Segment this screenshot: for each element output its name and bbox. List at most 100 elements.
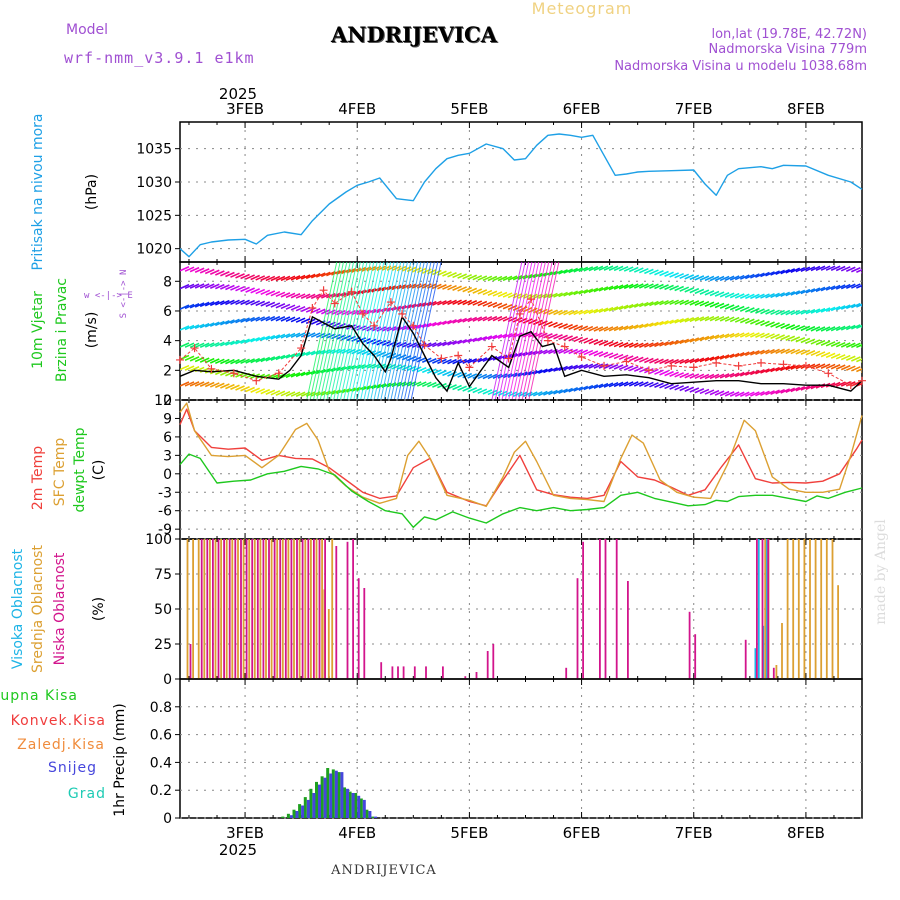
wind-arrow — [245, 316, 255, 323]
wind-arrow — [300, 274, 311, 280]
wind-arrow — [820, 326, 831, 332]
bar-ukupna-kisa — [359, 798, 363, 818]
wind-arrow — [189, 356, 200, 362]
bar-niska-oblacnost — [352, 539, 354, 679]
wind-arrow — [235, 285, 245, 292]
wind-arrow — [699, 316, 710, 322]
gust-marker — [386, 298, 395, 307]
wind-arrow — [230, 285, 240, 291]
wind-arrow — [780, 291, 791, 298]
wind-arrow — [835, 325, 846, 332]
wind-arrow — [623, 324, 634, 331]
wind-arrow — [598, 326, 609, 332]
wind-arrow — [194, 267, 205, 273]
wind-arrow — [184, 303, 195, 310]
wind-arrow — [255, 388, 266, 394]
wind-arrow — [563, 268, 573, 274]
wind-arrow — [563, 309, 573, 316]
wind-arrow — [215, 320, 225, 327]
wind-arrow — [825, 306, 836, 313]
wind-arrow — [734, 274, 745, 281]
wind-arrow — [674, 318, 684, 324]
bar-srednja-oblacnost — [220, 539, 222, 679]
wind-arrow — [270, 315, 281, 322]
bar-ukupna-kisa — [315, 781, 318, 818]
wind-arrow — [709, 302, 720, 308]
wind-arrow — [694, 388, 705, 394]
wind-arrow — [416, 323, 427, 329]
wind-arrow — [790, 309, 801, 316]
wind-arrow — [583, 384, 594, 391]
wind-arrow — [250, 274, 260, 281]
wind-arrow — [734, 352, 745, 358]
wind-arrow — [502, 292, 513, 298]
wind-arrow — [583, 349, 594, 356]
wind-arrow — [538, 390, 548, 397]
wind-arrow — [739, 293, 750, 299]
wind-arrow — [820, 351, 831, 358]
wind-arrow — [199, 357, 210, 363]
wind-arrow — [684, 299, 695, 306]
wind-arrow — [215, 382, 225, 389]
wind-arrow — [669, 318, 679, 325]
wind-arrow — [719, 275, 730, 282]
wind-arrow — [543, 390, 553, 396]
wind-arrow — [669, 340, 679, 346]
bar-ukupna-kisa — [292, 809, 296, 818]
wind-arrow — [305, 350, 316, 356]
wind-arrow — [659, 370, 669, 376]
wind-arrow — [699, 388, 710, 395]
wind-arrow — [714, 275, 725, 282]
wind-arrow — [373, 262, 405, 400]
wind-arrow — [260, 335, 271, 342]
wind-arrow — [845, 365, 856, 371]
wind-arrow — [840, 354, 851, 361]
wind-arrow — [442, 358, 452, 365]
wind-arrow — [553, 366, 563, 372]
wind-arrow — [593, 339, 604, 346]
wind-arrow — [694, 373, 705, 380]
wind-arrow — [548, 367, 558, 373]
bar-snijeg — [323, 777, 327, 818]
gust-marker — [420, 341, 429, 350]
wind-arrow — [856, 343, 862, 349]
wind-arrow — [376, 340, 387, 346]
gust-marker — [801, 361, 810, 370]
gust-marker — [667, 361, 676, 370]
gust-marker — [779, 360, 788, 369]
gust-marker — [712, 358, 721, 367]
wind-arrow — [230, 384, 240, 391]
wind-arrow — [750, 350, 760, 356]
bar-snijeg — [374, 816, 378, 818]
wind-arrow — [209, 341, 220, 348]
wind-arrow — [704, 335, 715, 341]
wind-arrow — [724, 391, 735, 397]
gust-marker — [487, 342, 496, 351]
wind-arrow — [381, 363, 392, 369]
wind-arrow — [861, 361, 862, 363]
wind-arrow — [501, 262, 533, 400]
day-label-bottom: 7FEB — [675, 824, 713, 842]
wind-arrow — [553, 334, 563, 340]
wind-arrow — [538, 349, 548, 355]
wind-arrow — [649, 342, 659, 348]
wind-arrow — [351, 364, 361, 370]
wind-arrow — [336, 309, 346, 316]
wind-arrow — [679, 317, 690, 323]
wind-arrow — [593, 308, 604, 314]
wind-arrow — [795, 336, 806, 343]
wind-arrow — [684, 287, 695, 293]
wind-arrow — [331, 348, 341, 355]
wind-arrow — [856, 303, 862, 308]
wind-arrow — [593, 286, 604, 293]
wind-arrow — [729, 316, 740, 323]
panel-frame — [179, 121, 863, 263]
y-tick-label: 100 — [145, 532, 172, 548]
wind-arrow — [785, 290, 796, 297]
wind-arrow — [447, 319, 457, 325]
wind-name-label: 10m Vjetar — [30, 291, 46, 369]
wind-arrow — [820, 340, 831, 346]
wind-arrow — [477, 335, 488, 342]
wind-arrow — [628, 303, 639, 309]
wind-legend: 10m Vjetar Brzina i Pravac (m/s) w <-|->… — [30, 270, 133, 382]
